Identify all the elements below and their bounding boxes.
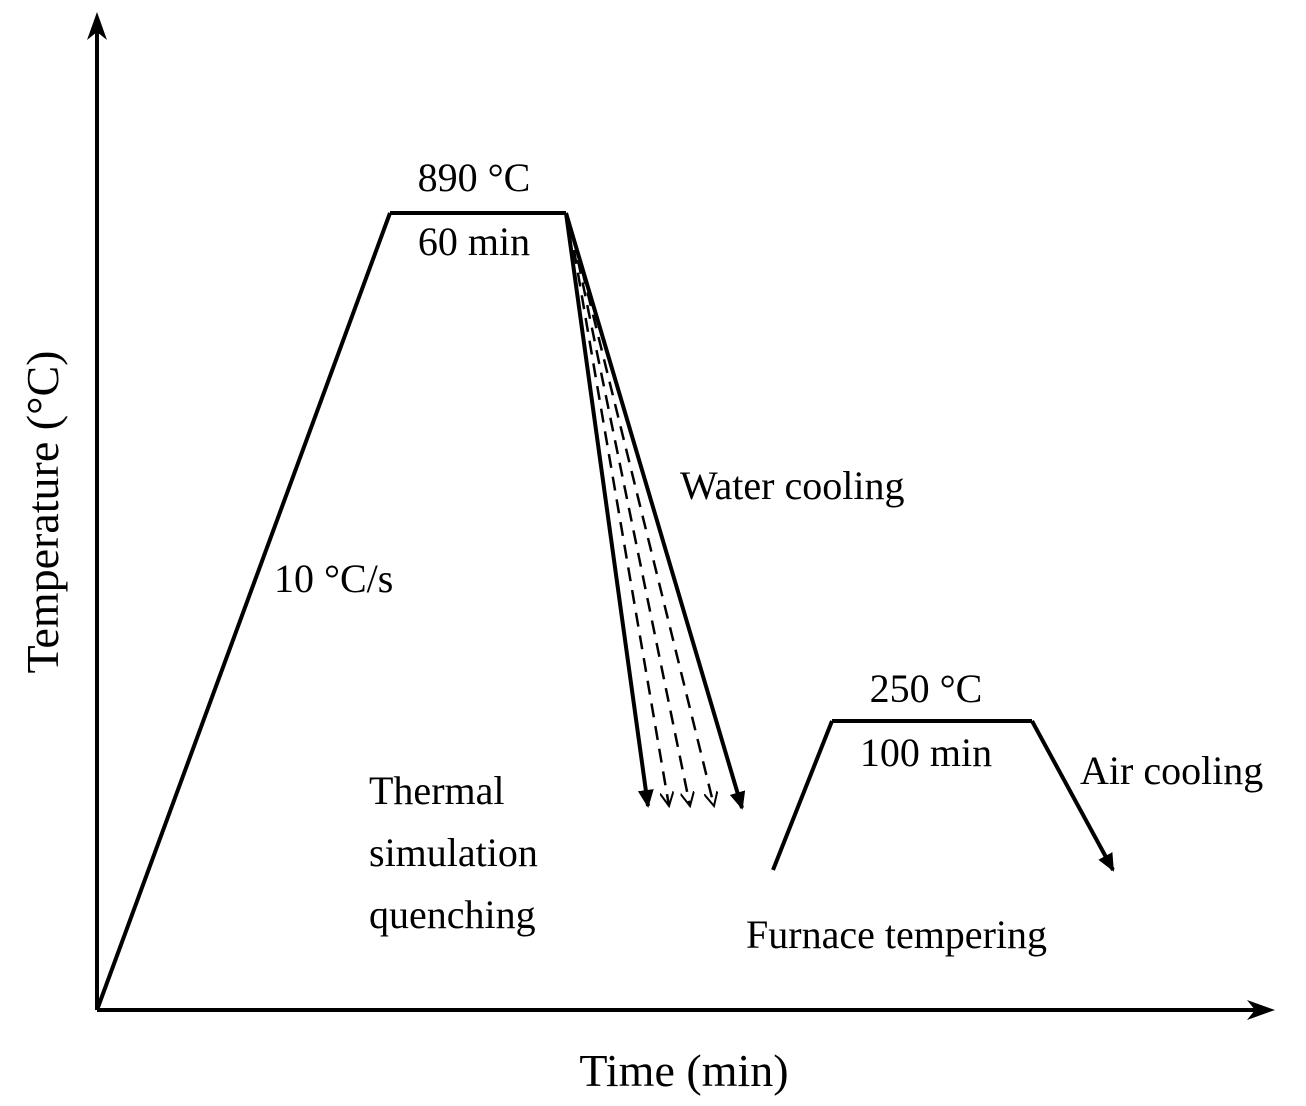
- x-axis-label: Time (min): [579, 1045, 788, 1096]
- furnace-tempering-label: Furnace tempering: [746, 912, 1047, 957]
- quench-line-dashed-2: [576, 259, 690, 806]
- temper-temp-label: 250 °C: [870, 666, 983, 711]
- austenitize-time-label: 60 min: [418, 219, 530, 264]
- thermal-quenching-line3: quenching: [369, 892, 536, 937]
- quench-line-solid-left: [564, 212, 654, 808]
- thermal-quenching-line2: simulation: [369, 830, 538, 875]
- heating-rate-label: 10 °C/s: [274, 556, 393, 601]
- x-axis-arrow-icon: [1247, 1000, 1275, 1020]
- y-axis-label: Temperature (°C): [17, 351, 68, 674]
- austenitizing-profile: [95, 211, 566, 1011]
- austenitize-temp-label: 890 °C: [418, 155, 531, 200]
- temper-time-label: 100 min: [860, 730, 992, 775]
- axes: [87, 12, 1275, 1020]
- air-cooling-label: Air cooling: [1080, 748, 1263, 793]
- water-cooling-label: Water cooling: [680, 463, 904, 508]
- tempering-profile: [771, 719, 1115, 872]
- labels: 890 °C 60 min 10 °C/s Water cooling Ther…: [17, 155, 1263, 1096]
- quench-lines: [564, 212, 746, 810]
- heating-ramp: [95, 212, 392, 1011]
- thermal-quenching-line1: Thermal: [369, 768, 505, 813]
- y-axis-arrow-icon: [87, 12, 107, 40]
- quench-line-solid-right: [564, 212, 746, 810]
- quench-line-dashed-1: [572, 249, 669, 806]
- quench-line-dashed-3: [580, 269, 714, 806]
- tempering-ramp: [771, 720, 834, 871]
- air-cooling-line: [1030, 720, 1115, 872]
